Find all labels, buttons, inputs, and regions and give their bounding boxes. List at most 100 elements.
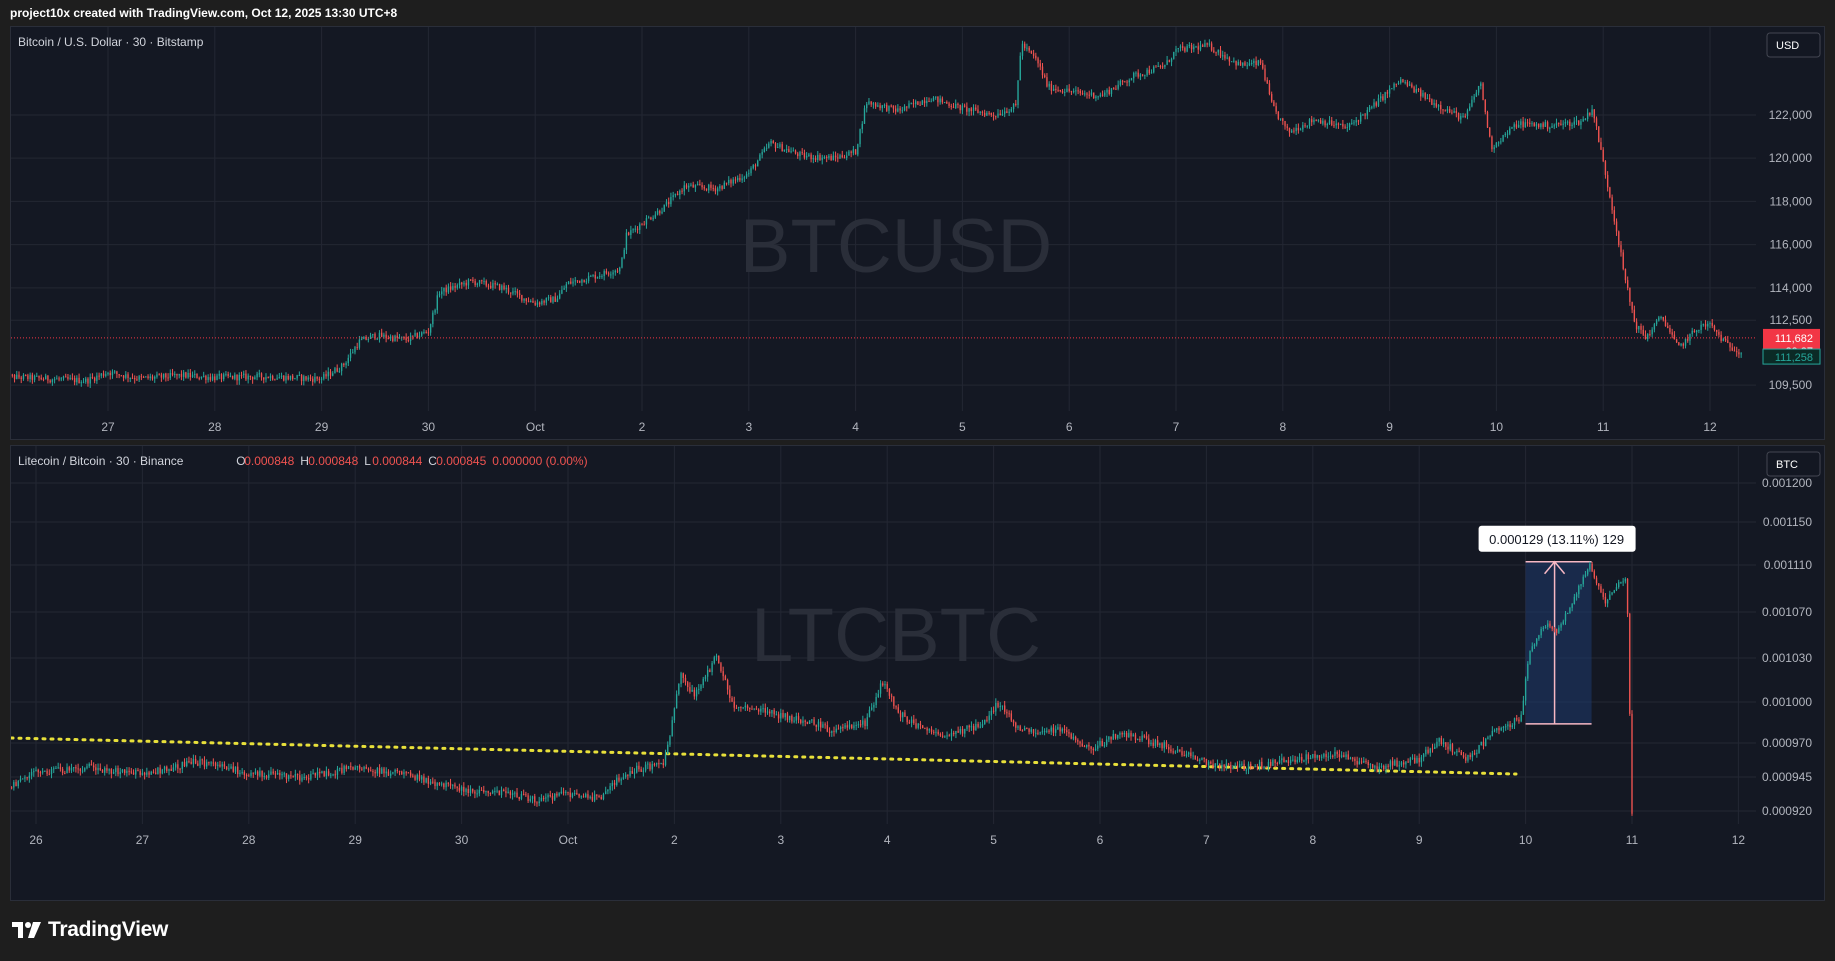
- candle-body: [1021, 730, 1024, 732]
- candle-body: [263, 775, 266, 777]
- candle-body: [1041, 731, 1044, 733]
- candle-body: [118, 374, 120, 376]
- candle-body: [1476, 752, 1478, 754]
- candle-body: [360, 339, 363, 341]
- candle-body: [1048, 730, 1050, 732]
- candle-body: [975, 723, 977, 731]
- candle-body: [1177, 48, 1179, 50]
- candle-body: [1066, 88, 1068, 92]
- candle-body: [36, 375, 38, 377]
- candle-body: [1230, 61, 1233, 63]
- candle-body: [447, 286, 450, 293]
- candle-body: [1137, 72, 1139, 77]
- candle-body: [774, 143, 777, 148]
- candle-body: [1241, 763, 1243, 765]
- candle-body: [1314, 754, 1316, 758]
- candle-body: [1001, 113, 1004, 116]
- candle-body: [95, 767, 97, 771]
- candle-body: [1046, 730, 1048, 732]
- candle-body: [157, 767, 159, 774]
- ltcbtc-chart-panel[interactable]: LTCBTC 0.000129 (13.11%) 129 Litecoin / Bi…: [10, 445, 1825, 901]
- candle-body: [647, 763, 649, 765]
- candle-body: [352, 352, 354, 354]
- candle-body: [1649, 334, 1651, 336]
- x-axis-tick-label: 8: [1309, 833, 1316, 847]
- candle-body: [1513, 718, 1516, 726]
- candle-body: [1631, 301, 1633, 310]
- candle-body: [1420, 89, 1422, 97]
- candle-body: [567, 281, 570, 285]
- candle-body: [298, 375, 301, 377]
- x-axis-tick-label: 5: [959, 420, 966, 434]
- candle-body: [90, 764, 93, 766]
- candle-body: [1170, 749, 1172, 752]
- candle-body: [1469, 106, 1471, 111]
- candle-body: [440, 783, 443, 785]
- candle-body: [212, 762, 215, 764]
- candle-body: [33, 375, 36, 380]
- candle-body: [1413, 87, 1415, 93]
- candle-body: [1397, 82, 1400, 84]
- candle-body: [1516, 718, 1518, 720]
- candle-body: [1553, 628, 1556, 630]
- candle-body: [1462, 115, 1464, 117]
- chart-attribution: project10x created with TradingView.com,…: [10, 6, 398, 20]
- candle-body: [29, 374, 31, 380]
- candle-body: [1680, 343, 1682, 346]
- candle-body: [639, 224, 641, 230]
- candle-body: [28, 775, 31, 779]
- candle-body: [238, 374, 240, 381]
- candle-body: [1549, 623, 1551, 627]
- candle-body: [441, 291, 443, 295]
- candle-body: [280, 375, 283, 378]
- candle-body: [795, 716, 798, 721]
- candle-body: [332, 373, 334, 376]
- candle-body: [232, 766, 234, 772]
- candle-body: [146, 772, 148, 775]
- candle-body: [258, 373, 260, 375]
- candle-body: [155, 772, 157, 774]
- candle-body: [607, 273, 610, 275]
- candle-body: [779, 144, 781, 147]
- candle-body: [1132, 734, 1134, 737]
- candle-body: [1700, 324, 1702, 330]
- candle-body: [227, 374, 229, 376]
- candle-body: [1724, 338, 1727, 341]
- candle-body: [1365, 760, 1367, 762]
- candle-body: [1245, 769, 1247, 771]
- candle-body: [1431, 748, 1434, 750]
- candle-body: [576, 280, 579, 282]
- candle-body: [658, 763, 660, 765]
- candle-body: [1292, 759, 1294, 761]
- candle-body: [578, 793, 580, 797]
- candle-body: [955, 103, 957, 108]
- candle-body: [800, 719, 802, 723]
- candle-body: [1023, 728, 1026, 731]
- candle-body: [1130, 732, 1132, 737]
- candle-body: [801, 152, 803, 154]
- candle-body: [540, 797, 543, 802]
- candle-body: [604, 791, 607, 795]
- candle-body: [498, 790, 500, 796]
- x-axis-tick-label: 27: [136, 833, 150, 847]
- candle-body: [487, 791, 489, 793]
- candle-body: [664, 753, 667, 766]
- candle-body: [314, 376, 316, 382]
- candle-body: [1338, 754, 1341, 758]
- candle-body: [921, 100, 924, 105]
- current-price-label: 111,682: [1775, 333, 1813, 345]
- candle-body: [1422, 754, 1425, 758]
- candle-body: [831, 731, 833, 733]
- ohlc-value-c: 0.000845: [436, 454, 486, 468]
- candle-body: [837, 728, 840, 730]
- candle-body: [1195, 46, 1197, 48]
- candle-body: [87, 378, 89, 384]
- candle-body: [1035, 732, 1037, 734]
- candle-body: [1447, 746, 1449, 750]
- candle-body: [1509, 128, 1511, 134]
- candle-body: [327, 371, 329, 377]
- btcusd-chart-panel[interactable]: BTCUSD 27 28 29 30 Oct 2 3 4 5 6 7 8 9 10 11 12 109,500 11…: [10, 26, 1825, 440]
- candle-body: [558, 293, 561, 299]
